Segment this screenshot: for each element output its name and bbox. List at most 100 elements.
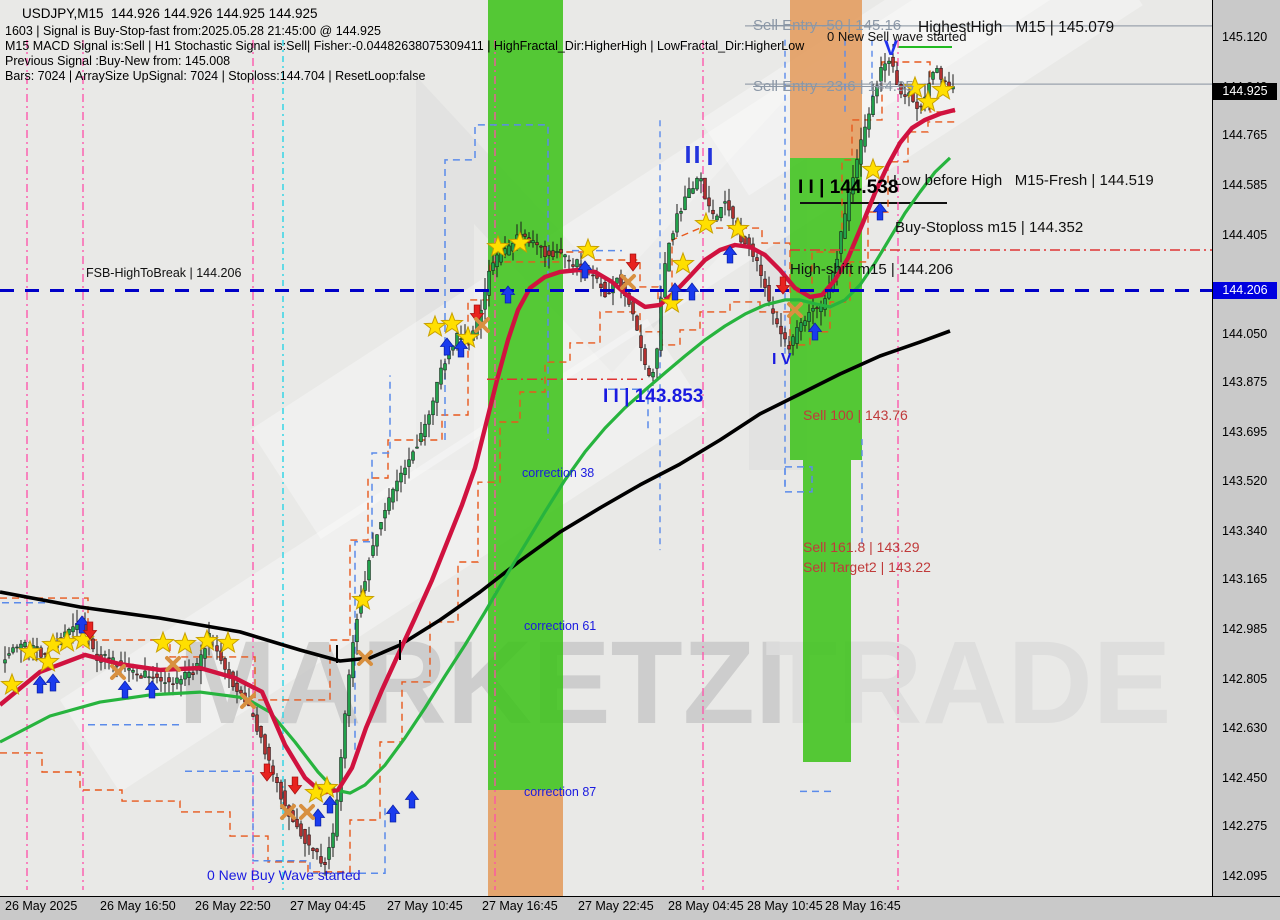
fast-ma-line (0, 107, 956, 795)
x-axis-label: 26 May 16:50 (100, 899, 176, 913)
star-marker (151, 630, 175, 654)
chart-annotation: Low before High M15-Fresh | 144.519 (893, 172, 1154, 189)
buy-arrow-marker (667, 282, 683, 301)
star-marker (726, 216, 750, 240)
x-axis-label: 28 May 16:45 (825, 899, 901, 913)
signal-hlines (0, 249, 1212, 381)
buy-arrow-marker (577, 260, 593, 279)
star-marker (351, 587, 375, 611)
star-marker (36, 649, 60, 673)
buy-arrow-marker (500, 285, 516, 304)
chart-annotation: I I | 143.853 (603, 386, 704, 407)
x-cross-marker (280, 804, 296, 820)
sell-arrow-marker (775, 276, 791, 295)
blue-channel-segment (354, 375, 391, 750)
price-axis[interactable] (1212, 0, 1280, 896)
star-marker (576, 237, 600, 261)
buy-arrow-marker (684, 282, 700, 301)
chart-annotation: correction 61 (524, 619, 597, 633)
signal-line: 1603 | Signal is Buy-Stop-fast from:2025… (5, 24, 381, 38)
watermark-text-left: MARKETZI (178, 617, 788, 749)
y-axis-label: 142.805 (1222, 672, 1268, 687)
buy-arrow-marker (45, 673, 61, 692)
chart-annotation: Sell 161.8 | 143.29 (803, 539, 920, 555)
chart-annotation: Sell 100 | 143.76 (803, 407, 908, 423)
sell-arrow-marker (625, 253, 641, 272)
chart-annotation: I V (772, 351, 792, 368)
buy-arrow-marker (453, 339, 469, 358)
x-cross-marker (620, 274, 636, 290)
y-axis-label: 143.695 (1222, 425, 1268, 440)
indicators-line: M15 MACD Signal is:Sell | H1 Stochastic … (5, 39, 805, 53)
x-axis-label: 26 May 2025 (5, 899, 78, 913)
chart-annotation: Buy-Stoploss m15 | 144.352 (895, 219, 1084, 236)
star-marker (216, 630, 240, 654)
star-marker (195, 628, 219, 652)
star-marker (315, 775, 339, 799)
blue-channel-segment (444, 124, 549, 440)
x-cross-marker (165, 656, 181, 672)
star-marker (660, 290, 684, 314)
x-axis-label: 27 May 04:45 (290, 899, 366, 913)
moving-averages (0, 107, 956, 795)
sell-arrow-marker (287, 776, 303, 795)
star-marker (18, 639, 42, 663)
green-zone (803, 460, 851, 762)
x-axis-label: 27 May 10:45 (387, 899, 463, 913)
buy-arrow-marker (807, 322, 823, 341)
trade-markers (0, 75, 955, 827)
sell-arrow-marker (469, 304, 485, 323)
star-marker (456, 325, 480, 349)
y-axis-label: 143.340 (1222, 523, 1268, 538)
buy-arrow-marker (144, 680, 160, 699)
chart-annotation: correction 87 (524, 785, 597, 799)
blue-channel-segment (784, 466, 813, 493)
star-marker (861, 157, 885, 181)
star-marker (694, 211, 718, 235)
x-axis-label: 27 May 16:45 (482, 899, 558, 913)
star-marker (931, 77, 955, 101)
chart-annotation: V (884, 37, 899, 60)
mid-ma-line (0, 156, 952, 795)
buy-arrow-marker (404, 790, 420, 809)
y-axis-label: 143.520 (1222, 473, 1268, 488)
plot-area[interactable] (0, 0, 1212, 896)
star-marker (916, 89, 940, 113)
star-marker (486, 234, 510, 258)
chart-annotation: Sell Entry -50 | 145.16 (753, 17, 902, 34)
previous-signal-line: Previous Signal :Buy-New from: 145.008 (5, 54, 231, 68)
chart-annotation: Sell Target2 | 143.22 (803, 559, 931, 575)
chart-annotation: FSB-HighToBreak | 144.206 (86, 266, 242, 280)
y-axis-label: 144.050 (1222, 326, 1268, 341)
star-marker (508, 230, 532, 254)
buy-arrow-marker (117, 680, 133, 699)
x-axis-label: 28 May 04:45 (668, 899, 744, 913)
chart-annotation: 0 New Buy Wave started (207, 867, 361, 883)
chart-annotation: 0 New Sell wave started (827, 29, 967, 44)
wave-count-bar (686, 146, 690, 163)
chart-annotation: I I | 144.538 (798, 177, 899, 198)
buy-arrow-marker (32, 675, 48, 694)
slow-ma-line (0, 329, 951, 663)
sell-arrow-marker (82, 621, 98, 640)
time-axis[interactable] (0, 896, 1280, 920)
chart-annotation: Sell Entry -23.6 | 144.95 (753, 78, 914, 95)
buy-arrow-marker (872, 202, 888, 221)
y-axis-label: 142.985 (1222, 622, 1268, 637)
sell-arrow-marker (259, 763, 275, 782)
star-marker (173, 631, 197, 655)
symbol-ohlc-line: USDJPY,M15 144.926 144.926 144.925 144.9… (22, 6, 318, 21)
x-axis-label: 28 May 10:45 (747, 899, 823, 913)
orange-envelope-lower (0, 121, 955, 873)
orange-zone (488, 790, 563, 896)
signal-zones (488, 0, 862, 896)
x-cross-marker (474, 317, 490, 333)
x-cross-marker (240, 693, 256, 709)
x-cross-marker (357, 650, 373, 666)
current-price-badge: 144.925 (1213, 82, 1277, 100)
green-zone (488, 0, 563, 790)
x-cross-marker (299, 804, 315, 820)
star-marker (440, 311, 464, 335)
